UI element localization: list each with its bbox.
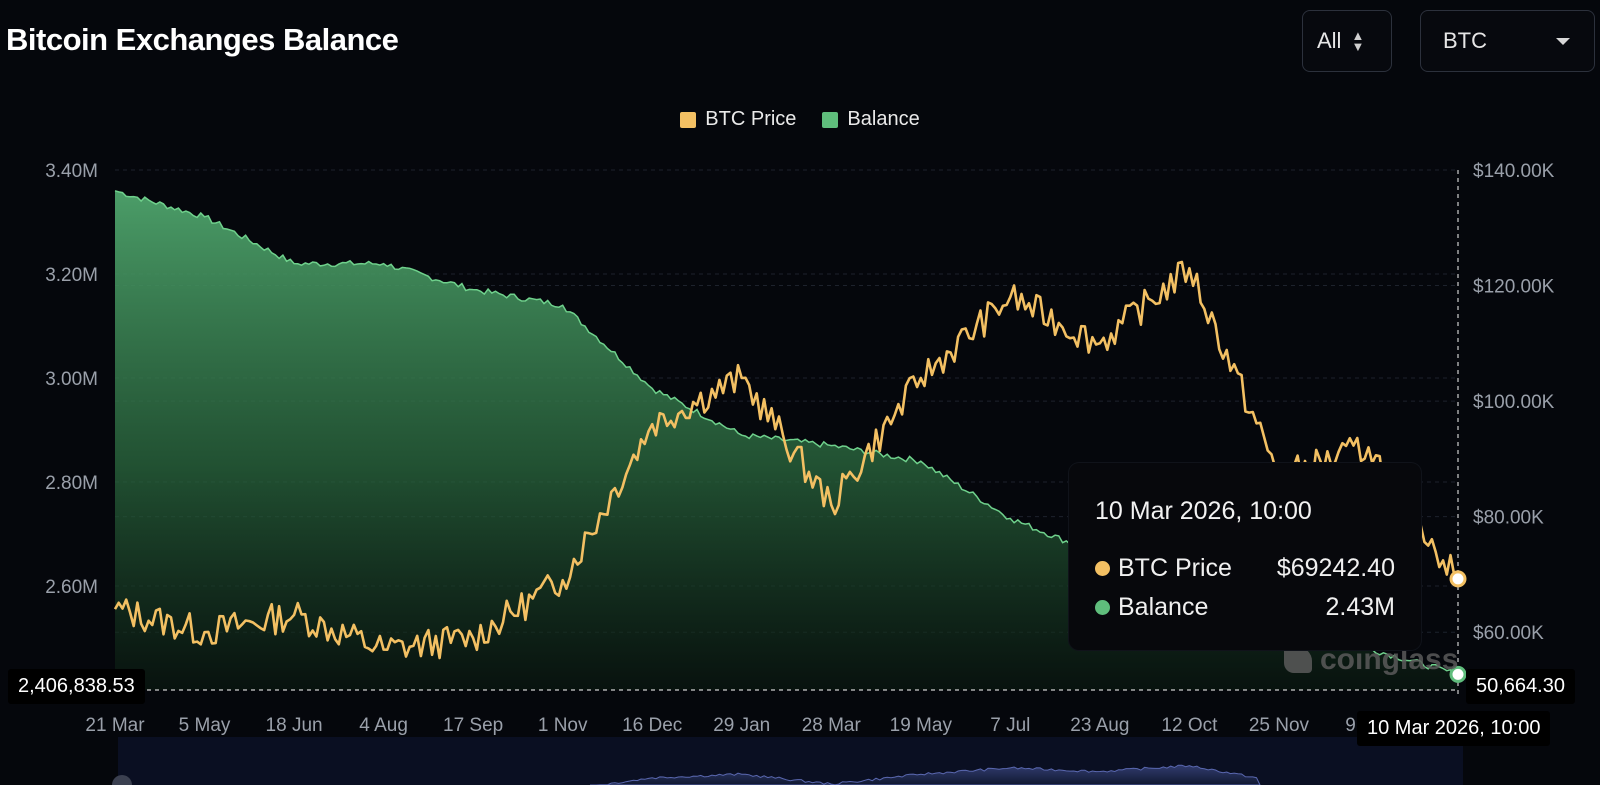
tooltip-dot-price bbox=[1095, 561, 1110, 576]
range-select-value: All bbox=[1317, 28, 1342, 53]
y-right-tick-label: $140.00K bbox=[1473, 161, 1555, 182]
y-left-tick-label: 2.60M bbox=[45, 577, 98, 598]
chart-legend: BTC Price Balance bbox=[0, 108, 1600, 131]
crosshair-right-label: 50,664.30 bbox=[1466, 669, 1575, 704]
legend-swatch-price bbox=[680, 111, 697, 128]
y-right-tick-label: $100.00K bbox=[1473, 392, 1555, 413]
coinglass-logo-icon bbox=[1284, 647, 1312, 673]
price-point-marker bbox=[1449, 570, 1467, 588]
x-tick-label: 19 May bbox=[890, 715, 953, 736]
tooltip-value-price: $69242.40 bbox=[1276, 554, 1395, 582]
range-navigator-series bbox=[590, 764, 1261, 785]
x-tick-label: 18 Jun bbox=[266, 715, 323, 736]
sort-arrows-icon: ▲ ▼ bbox=[1351, 28, 1365, 54]
tooltip-dot-balance bbox=[1095, 600, 1110, 615]
range-handle-left bbox=[112, 775, 132, 785]
tooltip-value-balance: 2.43M bbox=[1325, 593, 1395, 621]
legend-swatch-balance bbox=[822, 111, 839, 128]
x-tick-label: 12 Oct bbox=[1161, 715, 1218, 736]
legend-label-price: BTC Price bbox=[705, 108, 797, 130]
y-left-tick-label: 3.00M bbox=[45, 369, 98, 390]
tooltip-row-balance: Balance 2.43M bbox=[1095, 593, 1395, 622]
crosshair-x-label: 10 Mar 2026, 10:00 bbox=[1357, 711, 1551, 746]
tooltip-label-price: BTC Price bbox=[1118, 554, 1232, 582]
legend-item-balance[interactable]: Balance bbox=[822, 108, 920, 131]
unit-select[interactable]: BTC bbox=[1420, 10, 1595, 72]
range-navigator bbox=[118, 737, 1463, 785]
tooltip-row-price: BTC Price $69242.40 bbox=[1095, 554, 1395, 583]
x-tick-label: 21 Mar bbox=[85, 715, 145, 736]
price-line bbox=[113, 260, 1459, 660]
x-tick-label: 17 Sep bbox=[443, 715, 503, 736]
chevron-down-icon bbox=[1556, 38, 1570, 45]
unit-select-value: BTC bbox=[1443, 28, 1487, 53]
tooltip-label-balance: Balance bbox=[1118, 593, 1209, 621]
y-left-tick-label: 3.40M bbox=[45, 161, 98, 182]
x-tick-label: 7 Jul bbox=[990, 715, 1030, 736]
y-left-tick-label: 3.20M bbox=[45, 265, 98, 286]
balance-point-marker bbox=[1449, 665, 1467, 683]
y-left-tick-label: 2.80M bbox=[45, 473, 98, 494]
x-tick-label: 28 Mar bbox=[802, 715, 862, 736]
chart-tooltip: 10 Mar 2026, 10:00 BTC Price $69242.40 B… bbox=[1069, 463, 1421, 650]
crosshair-left-label: 2,406,838.53 bbox=[8, 669, 145, 704]
y-right-tick-label: $60.00K bbox=[1473, 623, 1544, 644]
page-title: Bitcoin Exchanges Balance bbox=[6, 22, 399, 57]
x-tick-label: 29 Jan bbox=[713, 715, 770, 736]
x-tick-label: 23 Aug bbox=[1070, 715, 1129, 736]
x-tick-label: 5 May bbox=[179, 715, 231, 736]
x-tick-label: 4 Aug bbox=[359, 715, 408, 736]
legend-label-balance: Balance bbox=[847, 108, 920, 130]
tooltip-date: 10 Mar 2026, 10:00 bbox=[1095, 497, 1312, 525]
y-right-tick-label: $120.00K bbox=[1473, 277, 1555, 298]
range-select[interactable]: All ▲ ▼ bbox=[1302, 10, 1392, 72]
legend-item-price[interactable]: BTC Price bbox=[680, 108, 796, 131]
x-tick-label: 25 Nov bbox=[1249, 715, 1310, 736]
y-right-tick-label: $80.00K bbox=[1473, 508, 1544, 529]
x-tick-label: 16 Dec bbox=[622, 715, 682, 736]
x-tick-label: 1 Nov bbox=[538, 715, 588, 736]
